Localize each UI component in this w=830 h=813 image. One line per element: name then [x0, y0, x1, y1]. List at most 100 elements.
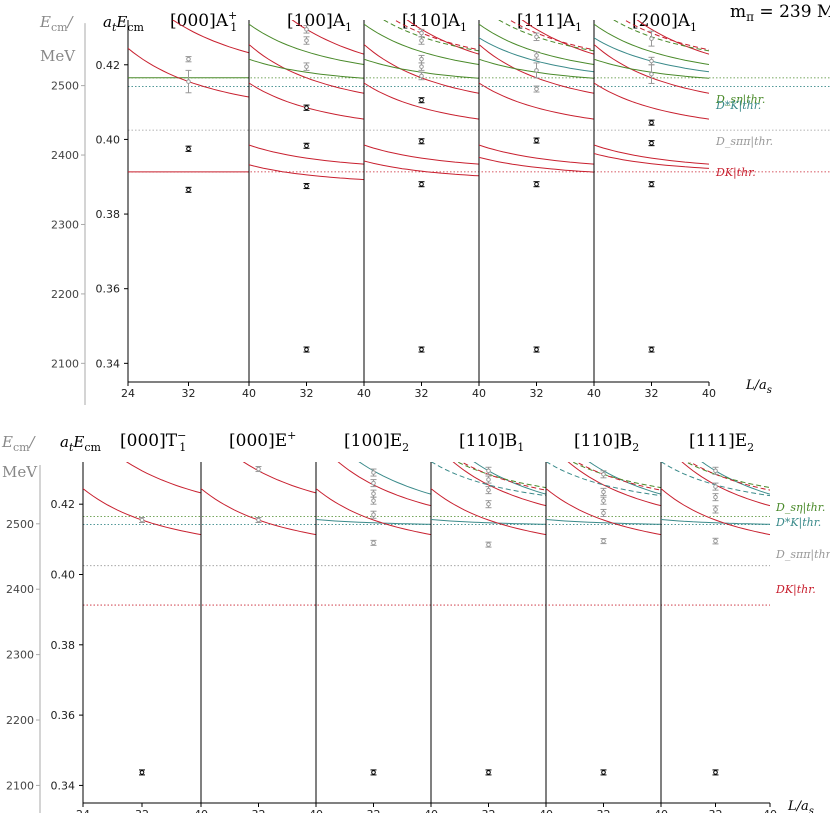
y-tick-label: 0.36: [96, 283, 121, 296]
energy-level-point: [601, 498, 606, 503]
x-tick-label: 32: [367, 808, 381, 813]
y-tick-label: 0.38: [51, 639, 76, 652]
energy-level-point: [601, 538, 606, 544]
noninteracting-curve: [431, 519, 546, 525]
x-tick-label: 32: [645, 387, 659, 400]
energy-level-point: [649, 58, 654, 64]
panel-0-0: 24 32 40 [000]A+ 1: [121, 9, 256, 400]
x-tick-label: 32: [252, 808, 266, 813]
curve-group: [431, 462, 546, 536]
Dstar-K-threshold-label: D*K|thr.: [715, 99, 761, 113]
noninteracting-curve: [249, 44, 364, 94]
noninteracting-curve: [685, 462, 770, 489]
energy-level-point: [601, 510, 606, 516]
energy-level-point: [304, 38, 309, 43]
panel-title: [000]E+: [229, 429, 296, 451]
noninteracting-curve: [452, 462, 546, 507]
energy-level-point: [186, 56, 191, 62]
panel-0-3: 32 40 [111]A1: [478, 11, 601, 400]
energy-level-point: [534, 86, 539, 92]
noninteracting-curve: [661, 519, 770, 525]
energy-level-point: [186, 79, 191, 84]
x-tick-label: 40: [763, 808, 777, 813]
energy-level-point: [304, 143, 309, 149]
energy-level-point: [304, 64, 309, 69]
panel-title: [110]A1: [402, 11, 467, 34]
energy-level-point: [486, 477, 491, 482]
panel-0-4: 32 40 [200]A1: [593, 11, 716, 400]
x-tick-label: 32: [530, 387, 544, 400]
noninteracting-curve: [546, 488, 661, 536]
y-tick-label: 0.36: [51, 709, 76, 722]
energy-level-point: [139, 770, 145, 775]
noninteracting-curve: [567, 462, 661, 507]
ecm-tick-label: 2100: [51, 357, 79, 370]
noninteracting-curve: [479, 156, 594, 173]
Ds-pipi-threshold-label: D_sππ|thr.: [775, 548, 830, 562]
y-tick-label: 0.40: [96, 133, 121, 146]
noninteracting-curve: [172, 20, 249, 54]
ecm-tick-label: 2300: [6, 649, 34, 662]
ecm-label-bottom: Ecm/: [1, 433, 37, 454]
noninteracting-curve: [125, 462, 201, 494]
energy-level-point: [534, 34, 539, 40]
noninteracting-curve: [249, 164, 364, 181]
x-tick-label: 24: [121, 387, 135, 400]
energy-level-point: [486, 542, 491, 547]
mev-label-bottom: MeV: [2, 463, 38, 481]
x-axis-label: L/as: [787, 799, 814, 813]
x-tick-label: 32: [300, 387, 314, 400]
energy-level-point: [186, 146, 191, 152]
noninteracting-curve: [316, 488, 431, 536]
energy-level-point: [486, 468, 491, 474]
DK-threshold-label: DK|thr.: [775, 583, 816, 597]
panel-0-1: 32 40 [100]A1: [248, 11, 371, 400]
energy-level-point: [713, 468, 718, 474]
energy-level-point: [713, 507, 718, 512]
mev-label-top: MeV: [40, 47, 76, 65]
energy-level-point: [649, 36, 654, 41]
noninteracting-curve: [316, 519, 431, 525]
panel-title: [000]T− 1: [120, 429, 186, 454]
energy-level-point: [649, 140, 654, 146]
noninteracting-curve: [364, 23, 479, 65]
energy-level-point: [486, 501, 491, 507]
ecm-tick-label: 2300: [51, 218, 79, 231]
energy-level-point: [419, 181, 424, 187]
x-tick-label: 40: [702, 387, 716, 400]
atecm-label-top: atEcm: [103, 13, 144, 34]
energy-level-point: [304, 27, 309, 32]
noninteracting-curve: [364, 160, 479, 177]
panel-1-5: 32 40 [111]E2: [660, 431, 777, 813]
energy-level-point: [534, 53, 539, 58]
energy-level-point: [371, 498, 376, 503]
noninteracting-curve: [594, 23, 709, 65]
ecm-tick-label: 2400: [6, 583, 34, 596]
energy-level-point: [601, 770, 606, 775]
energy-level-point: [713, 484, 718, 489]
panel-1-1: 32 40 [000]E+: [200, 429, 323, 813]
x-tick-label: 32: [597, 808, 611, 813]
panel-1-4: 32 40 [110]B2: [545, 431, 668, 813]
energy-level-point: [649, 71, 654, 77]
noninteracting-curve: [479, 37, 594, 73]
ecm-tick-label: 2200: [51, 288, 79, 301]
energy-level-point: [256, 466, 261, 472]
mass-label: mπ = 239 MeV: [730, 2, 830, 24]
noninteracting-curve: [594, 144, 709, 165]
energy-level-point: [713, 538, 718, 544]
x-tick-label: 40: [194, 808, 208, 813]
panel-0-2: 32 40 [110]A1: [363, 11, 486, 400]
y-tick-label: 0.34: [96, 357, 121, 370]
noninteracting-curve: [249, 23, 364, 65]
energy-level-point: [534, 138, 539, 143]
x-tick-label: 40: [472, 387, 486, 400]
energy-level-point: [419, 138, 424, 144]
energy-level-point: [601, 472, 606, 477]
panel-title: [110]B1: [459, 431, 524, 454]
panel-1-2: 32 40 [100]E2: [315, 431, 438, 813]
Ds-pipi-threshold-label: D_sππ|thr.: [715, 135, 773, 149]
panel-title: [000]A+ 1: [170, 9, 237, 34]
Ds-eta-threshold-label: D_sη|thr.: [775, 501, 825, 515]
